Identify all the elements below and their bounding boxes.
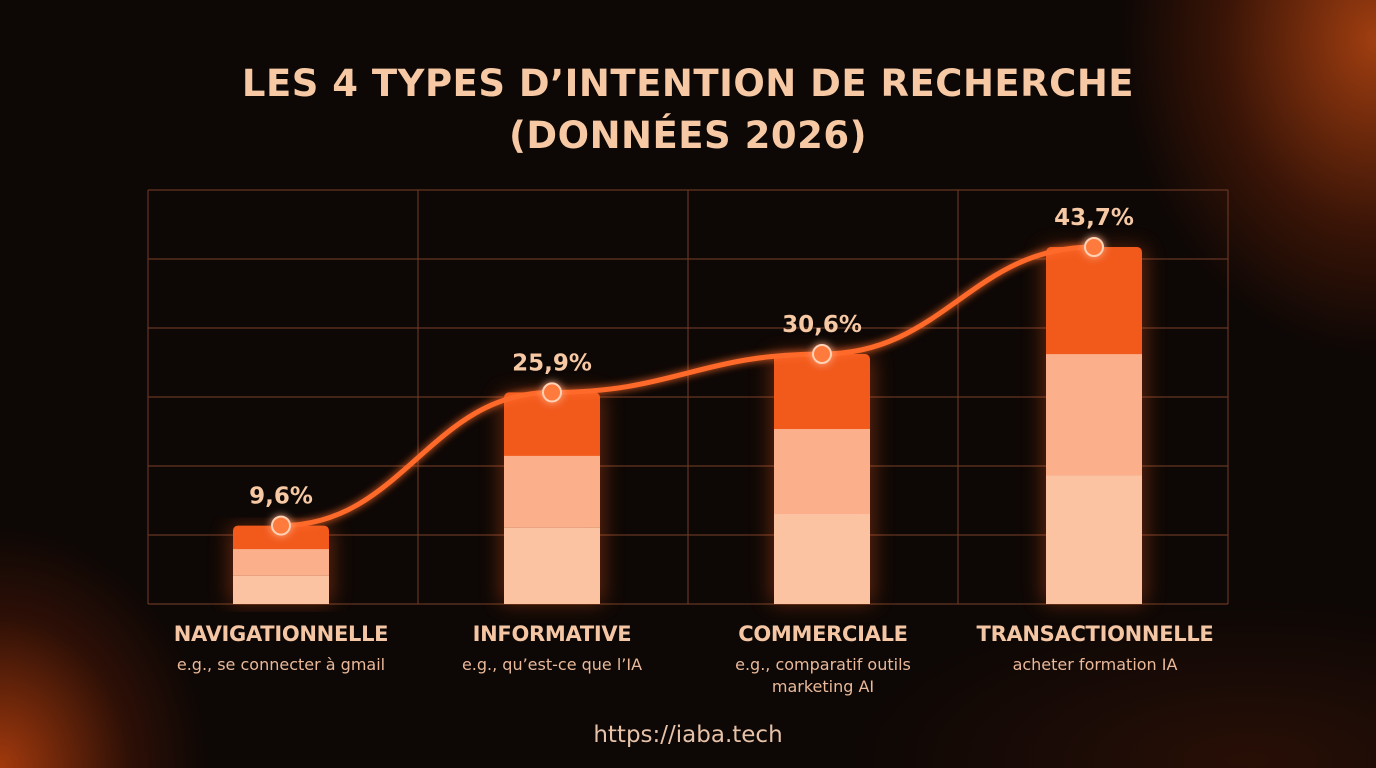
- category-informative: INFORMATIVE e.g., qu’est-ce que l’IA: [412, 622, 692, 676]
- bar-segment-bottom: [504, 527, 600, 604]
- title-line-1: LES 4 TYPES D’INTENTION DE RECHERCHE: [241, 62, 1135, 105]
- bar-segment-bottom: [233, 575, 329, 604]
- bar-segment-top: [774, 354, 870, 436]
- data-point: [1084, 237, 1104, 257]
- bar-segment-bottom: [774, 514, 870, 604]
- bar: [233, 525, 329, 604]
- bar-segment-middle: [1046, 354, 1142, 476]
- data-point: [542, 382, 562, 403]
- data-label: 43,7%: [1054, 205, 1134, 231]
- category-example-line-2: marketing AI: [771, 677, 875, 696]
- data-label: 9,6%: [249, 484, 313, 510]
- bar: [504, 392, 600, 604]
- chart-title: LES 4 TYPES D’INTENTION DE RECHERCHE (DO…: [0, 58, 1376, 162]
- category-navigationnelle: NAVIGATIONNELLE e.g., se connecter à gma…: [141, 622, 421, 676]
- trend-line: [278, 244, 1097, 529]
- source-url: https://iaba.tech: [593, 722, 783, 748]
- bar-segment-middle: [233, 549, 329, 576]
- bar-segment-middle: [504, 455, 600, 528]
- category-label: INFORMATIVE: [472, 622, 632, 646]
- category-transactionnelle: TRANSACTIONNELLE acheter formation IA: [955, 622, 1235, 676]
- data-label: 30,6%: [782, 312, 862, 338]
- bar-segment-top: [233, 525, 329, 556]
- category-example: e.g., comparatif outils marketing AI: [683, 654, 963, 698]
- category-example: acheter formation IA: [1012, 655, 1178, 674]
- category-example-line-1: e.g., comparatif outils: [735, 655, 911, 674]
- category-example: e.g., se connecter à gmail: [176, 655, 386, 674]
- bar-segment-top: [1046, 247, 1142, 361]
- bar-segment-middle: [774, 429, 870, 515]
- category-label: COMMERCIALE: [738, 622, 908, 646]
- data-label: 25,9%: [512, 350, 592, 376]
- category-label: TRANSACTIONNELLE: [976, 622, 1214, 646]
- category-commerciale: COMMERCIALE e.g., comparatif outils mark…: [683, 622, 963, 698]
- category-example: e.g., qu’est-ce que l’IA: [461, 655, 643, 674]
- bar-segment-bottom: [1046, 475, 1142, 604]
- title-line-2: (DONNÉES 2026): [509, 114, 867, 157]
- bar-segment-top: [504, 392, 600, 462]
- bar: [1046, 247, 1142, 604]
- bar: [774, 354, 870, 604]
- data-point: [812, 344, 832, 365]
- data-point: [271, 515, 291, 536]
- category-label: NAVIGATIONNELLE: [173, 622, 389, 646]
